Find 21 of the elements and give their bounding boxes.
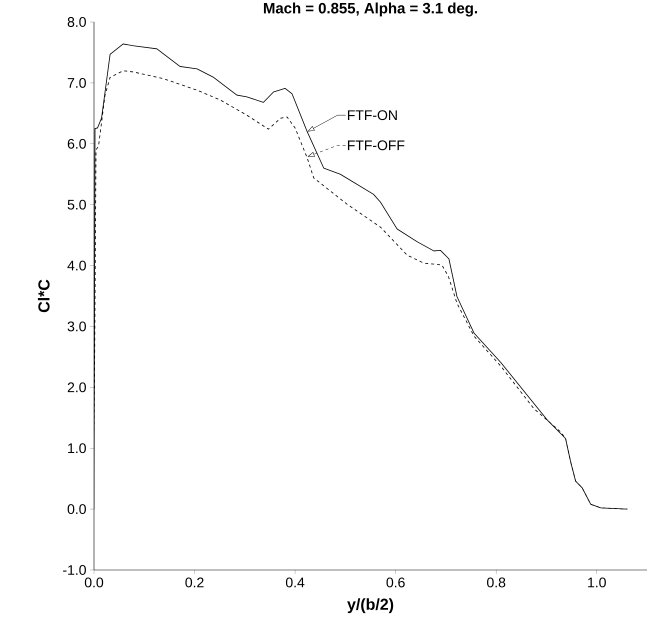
y-tick-label: 4.0 (67, 260, 86, 270)
y-tick-label: 5.0 (68, 200, 86, 210)
x-tick-label: 0.2 (185, 578, 204, 588)
x-tick-label: 0.0 (84, 578, 104, 588)
x-tick-label: 0.6 (386, 578, 405, 588)
legend-label: FTF-ON (348, 110, 397, 120)
x-tick-label: 0.4 (286, 578, 304, 588)
y-tick-label: 6.0 (68, 138, 86, 149)
y-tick-label: 0.0 (68, 504, 86, 514)
y-tick-label: -1.0 (63, 565, 86, 575)
y-tick-label: 7.0 (68, 78, 86, 88)
x-axis-title: y/(b/2) (347, 598, 394, 614)
y-tick-label: 2.0 (68, 382, 86, 392)
x-tick-label: 1.0 (588, 578, 606, 588)
y-tick-label: 1.0 (68, 443, 86, 454)
y-tick-label: 8.0 (68, 17, 86, 27)
chart-title: Mach = 0.855, Alpha = 3.1 deg. (264, 2, 478, 17)
legend-label: FTF-OFF (348, 140, 404, 150)
x-tick-label: 0.8 (487, 578, 506, 588)
y-tick-label: 3.0 (68, 321, 86, 332)
y-axis-title: Cl*C (38, 280, 50, 312)
